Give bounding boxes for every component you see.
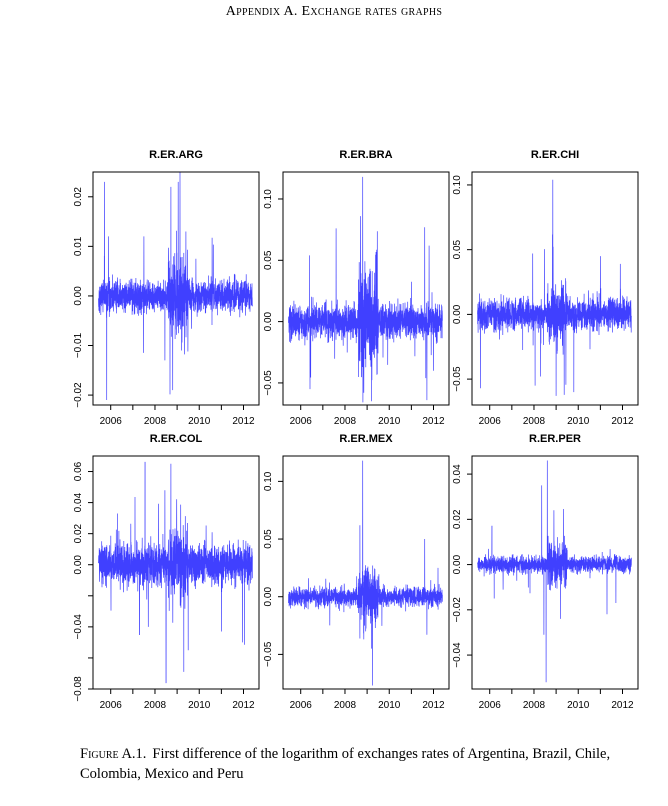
y-tick-label: 0.04 xyxy=(452,464,463,484)
x-tick-label: 2010 xyxy=(378,700,401,711)
y-tick-label: −0.01 xyxy=(73,332,84,358)
y-tick-label: 0.10 xyxy=(263,471,274,491)
x-tick-label: 2010 xyxy=(188,700,211,711)
figure-caption: Figure A.1. First difference of the logar… xyxy=(80,744,640,784)
y-tick-label: 0.00 xyxy=(452,554,463,574)
y-tick-label: 0.01 xyxy=(73,236,84,256)
chart-title: R.ER.ARG xyxy=(149,149,203,161)
figure: R.ER.ARG 2006 2008 2010 2012 −0.02 −0.01 0.00 0.… xyxy=(73,149,639,711)
x-tick-label: 2006 xyxy=(100,416,123,427)
y-tick-label: 0.02 xyxy=(73,187,84,207)
caption-label: Figure A.1. xyxy=(80,746,147,762)
y-tick-label: −0.05 xyxy=(263,641,274,667)
y-tick-label: 0.00 xyxy=(263,587,274,607)
chart-panel-r-er-bra: R.ER.BRA 2006 2008 2010 2012 −0.05 0.00 0.05 0.1… xyxy=(263,149,450,427)
chart-panel-r-er-col: R.ER.COL 2006 2008 2010 2012 −0.08 −0.04 0.00 0.… xyxy=(73,433,260,711)
y-tick-label: 0.04 xyxy=(73,492,84,512)
series-line xyxy=(288,460,443,686)
y-tick-label: −0.08 xyxy=(73,676,84,702)
y-tick-label: 0.02 xyxy=(452,509,463,529)
y-tick-label: −0.02 xyxy=(452,597,463,623)
x-tick-label: 2006 xyxy=(290,700,313,711)
x-tick-label: 2010 xyxy=(188,416,211,427)
y-tick-label: 0.05 xyxy=(263,529,274,549)
x-tick-label: 2008 xyxy=(523,700,546,711)
chart-panel-r-er-chi: R.ER.CHI 2006 2008 2010 2012 −0.05 0.00 0.05 0.1… xyxy=(452,149,639,427)
x-tick-label: 2006 xyxy=(479,700,502,711)
chart-title: R.ER.MEX xyxy=(339,433,393,445)
chart-title: R.ER.CHI xyxy=(531,149,579,161)
y-tick-label: 0.00 xyxy=(452,304,463,324)
y-tick-label: 0.06 xyxy=(73,461,84,481)
y-tick-label: 0.00 xyxy=(263,311,274,331)
x-tick-label: 2008 xyxy=(523,416,546,427)
x-tick-label: 2010 xyxy=(567,700,590,711)
caption-text: First difference of the logarithm of exc… xyxy=(80,746,611,782)
y-tick-label: −0.02 xyxy=(73,382,84,408)
plot-frame xyxy=(282,171,450,406)
y-tick-label: 0.10 xyxy=(452,175,463,195)
chart-title: R.ER.PER xyxy=(529,433,581,445)
y-tick-label: −0.04 xyxy=(73,614,84,640)
y-tick-label: 0.00 xyxy=(73,555,84,575)
series-line xyxy=(477,460,632,683)
x-tick-label: 2010 xyxy=(378,416,401,427)
x-tick-label: 2012 xyxy=(422,700,445,711)
page-title: Appendix A. Exchange rates graphs xyxy=(225,4,443,19)
plot-frame xyxy=(92,455,260,690)
y-tick-label: −0.05 xyxy=(452,366,463,392)
x-tick-label: 2006 xyxy=(290,416,313,427)
chart-title: R.ER.BRA xyxy=(339,149,392,161)
plot-frame xyxy=(471,171,639,406)
chart-panel-r-er-arg: R.ER.ARG 2006 2008 2010 2012 −0.02 −0.01 0.00 0.… xyxy=(73,149,260,427)
plot-frame xyxy=(282,455,450,690)
x-tick-label: 2012 xyxy=(422,416,445,427)
y-tick-label: 0.05 xyxy=(263,250,274,270)
x-tick-label: 2008 xyxy=(334,416,357,427)
plot-frame xyxy=(92,171,260,406)
y-tick-label: 0.05 xyxy=(452,239,463,259)
x-tick-label: 2012 xyxy=(611,416,634,427)
series-line xyxy=(288,176,443,403)
x-tick-label: 2008 xyxy=(144,700,167,711)
x-tick-label: 2006 xyxy=(479,416,502,427)
series-line xyxy=(98,461,253,684)
y-tick-label: 0.00 xyxy=(73,286,84,306)
y-tick-label: 0.02 xyxy=(73,523,84,543)
x-tick-label: 2010 xyxy=(567,416,590,427)
x-tick-label: 2008 xyxy=(334,700,357,711)
y-tick-label: −0.05 xyxy=(263,370,274,396)
y-tick-label: 0.10 xyxy=(263,189,274,209)
x-tick-label: 2008 xyxy=(144,416,167,427)
chart-title: R.ER.COL xyxy=(150,433,203,445)
series-line xyxy=(477,179,632,396)
series-line xyxy=(98,171,253,401)
chart-panel-r-er-mex: R.ER.MEX 2006 2008 2010 2012 −0.05 0.00 0.05 0.1… xyxy=(263,433,450,711)
chart-panel-r-er-per: R.ER.PER 2006 2008 2010 2012 −0.04 −0.02 0.00 0.… xyxy=(452,433,639,711)
x-tick-label: 2012 xyxy=(232,700,255,711)
plot-frame xyxy=(471,455,639,690)
x-tick-label: 2012 xyxy=(232,416,255,427)
x-tick-label: 2012 xyxy=(611,700,634,711)
x-tick-label: 2006 xyxy=(100,700,123,711)
y-tick-label: −0.04 xyxy=(452,642,463,668)
